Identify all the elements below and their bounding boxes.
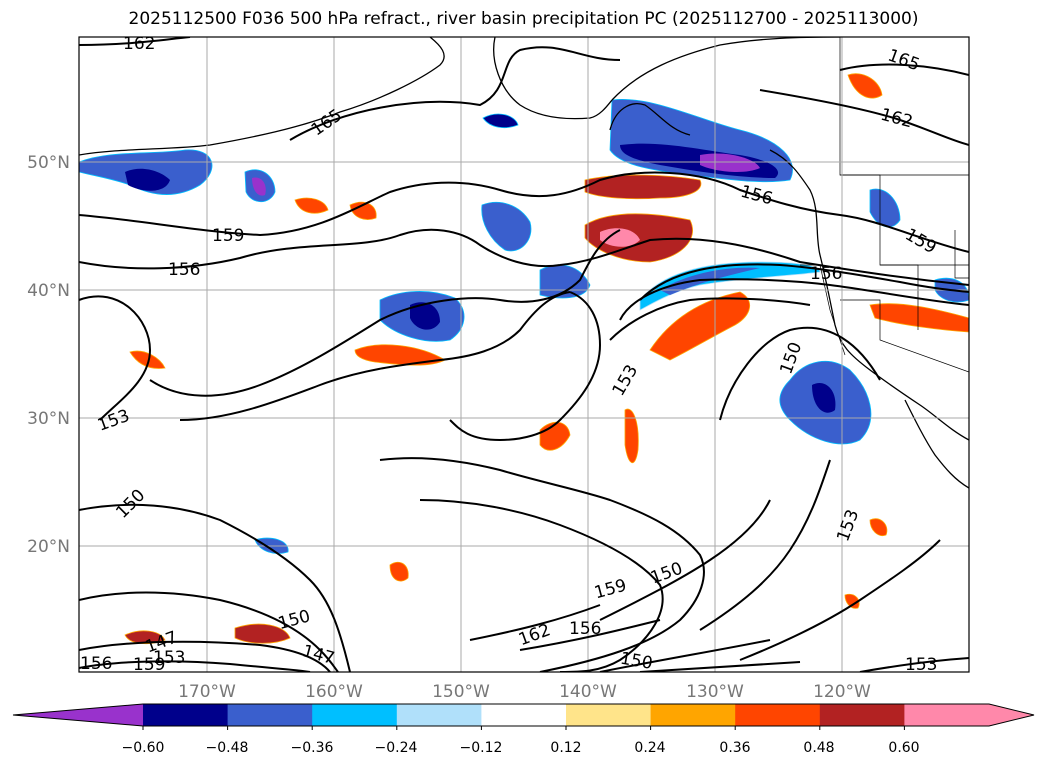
boundaries <box>800 37 969 373</box>
lat-label: 30°N <box>27 409 70 429</box>
gridlines <box>79 37 969 672</box>
lon-label: 140°W <box>559 682 617 702</box>
colorbar-extend-max <box>989 704 1034 726</box>
colorbar-ticks: −0.60 −0.48 −0.36 −0.24 −0.12 0.12 0.24 … <box>122 740 920 756</box>
map-frame <box>78 36 970 673</box>
lon-label: 150°W <box>432 682 490 702</box>
lon-label: 130°W <box>686 682 744 702</box>
colorbar-cell <box>566 704 652 726</box>
colorbar-cell <box>481 704 567 726</box>
contour-label: 150 <box>619 649 654 674</box>
contour-label: 162 <box>123 34 155 54</box>
map-title: 2025112500 F036 500 hPa refract., river … <box>128 9 919 29</box>
lon-label: 170°W <box>178 682 236 702</box>
colorbar-cell <box>904 704 990 726</box>
colorbar-cell <box>143 704 229 726</box>
lon-label: 120°W <box>813 682 871 702</box>
latitude-labels: 50°N 40°N 30°N 20°N <box>27 153 70 557</box>
contour-label: 159 <box>133 655 165 675</box>
contour-label: 159 <box>212 226 244 246</box>
contour-label: 156 <box>168 260 200 280</box>
contour-label: 153 <box>153 648 185 668</box>
contour-label: 153 <box>905 655 937 675</box>
colorbar-tick-label: 0.24 <box>634 740 665 756</box>
colorbar-cell <box>650 704 736 726</box>
colorbar-tick-label: 0.48 <box>803 740 834 756</box>
colorbar-tick-label: 0.36 <box>719 740 750 756</box>
colorbar-tick-label: −0.36 <box>291 740 334 756</box>
colorbar-cell <box>227 704 313 726</box>
colorbar: −0.60 −0.48 −0.36 −0.24 −0.12 0.12 0.24 … <box>12 703 1035 756</box>
colorbar-cell <box>735 704 821 726</box>
lat-label: 20°N <box>27 537 70 557</box>
lat-label: 50°N <box>27 153 70 173</box>
contour-label: 156 <box>810 264 842 284</box>
colorbar-tick-label: −0.12 <box>460 740 503 756</box>
lon-label: 160°W <box>305 682 363 702</box>
contour-label: 156 <box>569 619 601 639</box>
colorbar-cell <box>819 704 905 726</box>
map-panel: 162 165 159 156 153 150 147 156 159 153 … <box>79 34 969 675</box>
colorbar-tick-label: 0.60 <box>888 740 919 756</box>
colorbar-tick-label: −0.24 <box>375 740 418 756</box>
height-contours <box>79 37 969 672</box>
colorbar-extend-min <box>13 704 143 726</box>
colorbar-tick-label: −0.60 <box>122 740 165 756</box>
colorbar-tick-label: −0.48 <box>206 740 249 756</box>
colorbar-tick-label: 0.12 <box>550 740 581 756</box>
lat-label: 40°N <box>27 281 70 301</box>
colorbar-cell <box>396 704 482 726</box>
longitude-labels: 170°W 160°W 150°W 140°W 130°W 120°W <box>178 682 871 702</box>
contour-label: 156 <box>80 654 112 674</box>
colorbar-cell <box>312 704 398 726</box>
